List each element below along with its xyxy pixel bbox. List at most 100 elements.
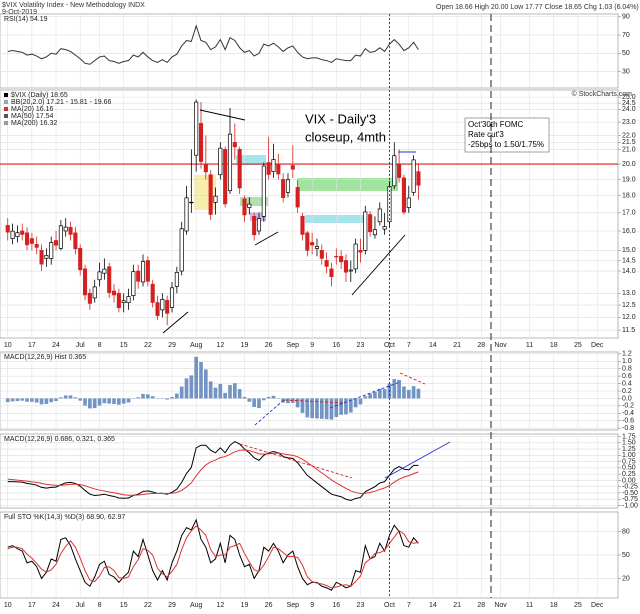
histogram-bar	[73, 397, 78, 399]
x-tick-label: 19	[241, 342, 249, 349]
legend-swatch	[4, 107, 8, 111]
histogram-bar	[377, 388, 382, 399]
histogram-bar	[170, 396, 174, 399]
y-tick-label: 23.0	[622, 119, 636, 126]
candle-body	[102, 268, 107, 274]
candle-body	[310, 242, 315, 246]
candle-body	[295, 187, 300, 208]
y-tick-label: 12.5	[622, 302, 636, 309]
trend-line	[351, 234, 406, 296]
candle-body	[10, 230, 15, 239]
x-tick-label: 17	[28, 602, 36, 609]
x-tick-label: Oct	[384, 602, 395, 609]
x-tick-label: 7	[407, 342, 411, 349]
y-tick-label: 1.2	[622, 351, 632, 358]
panel-frame	[0, 433, 619, 509]
candle-body	[208, 174, 213, 215]
y-tick-label: -1.00	[622, 502, 638, 509]
candle-body	[29, 238, 34, 244]
candle-body	[358, 250, 363, 253]
y-tick-label: 13.0	[622, 290, 636, 297]
candle-body	[160, 299, 165, 311]
gap-box	[298, 178, 398, 191]
y-tick-label: 14.5	[622, 257, 636, 264]
y-tick-label: -0.4	[622, 410, 634, 417]
histogram-bar	[136, 397, 141, 399]
y-tick-label: -0.2	[622, 403, 634, 410]
candle-body	[20, 230, 25, 235]
candle-body	[252, 216, 257, 236]
histogram-bar	[59, 397, 63, 399]
candle-body	[256, 218, 262, 232]
trend-line	[254, 398, 286, 426]
y-tick-label: 0.25	[622, 471, 636, 478]
histogram-bar	[271, 395, 276, 399]
histogram-bar	[242, 396, 247, 399]
histogram-bar	[112, 398, 116, 404]
trend-line	[239, 443, 353, 479]
y-tick-label: -0.50	[622, 490, 638, 497]
candle-body	[339, 256, 344, 263]
x-tick-label: 21	[453, 602, 461, 609]
histogram-bar	[232, 383, 237, 399]
histogram-bar	[295, 398, 300, 408]
y-tick-label: 50	[622, 50, 630, 57]
candle-body	[314, 246, 320, 249]
histogram-bar	[49, 398, 54, 403]
y-tick-label: 1.25	[622, 446, 636, 453]
x-tick-label: 15	[120, 602, 128, 609]
candle-body	[266, 162, 271, 175]
x-tick-label: 24	[52, 342, 60, 349]
candle-body	[63, 226, 68, 232]
x-tick-label: 18	[550, 342, 558, 349]
histogram-bar	[363, 396, 368, 399]
candle-body	[218, 147, 223, 176]
candle-body	[276, 163, 281, 175]
x-tick-label: Aug	[190, 342, 203, 349]
histogram-bar	[54, 398, 58, 402]
annotation: Oct'30th FOMC	[468, 120, 524, 129]
candle-body	[247, 203, 252, 208]
candle-body	[300, 216, 305, 235]
watermark: © StockCharts.com	[572, 90, 633, 98]
histogram-bar	[10, 398, 15, 402]
y-tick-label: 1.0	[622, 358, 632, 365]
gap-box	[236, 155, 266, 165]
candle-body	[281, 179, 286, 199]
y-tick-label: 24.0	[622, 106, 636, 113]
histogram-bar	[146, 394, 150, 399]
candle-body	[377, 208, 382, 223]
histogram-bar	[358, 398, 363, 405]
x-tick-label: 28	[477, 602, 485, 609]
x-tick-label: 8	[98, 342, 102, 349]
y-tick-label: 11.5	[622, 327, 635, 334]
candle-body	[58, 225, 63, 249]
legend-entry: $VIX (Daily) 18.65	[11, 92, 68, 99]
histogram-bar	[30, 398, 34, 402]
histogram-bar	[228, 385, 232, 399]
y-tick-label: 21.0	[622, 146, 636, 153]
candle-body	[155, 302, 160, 316]
candle-body	[372, 229, 377, 236]
x-tick-label: 10	[4, 342, 12, 349]
x-tick-label: 12	[216, 602, 224, 609]
y-tick-label: 90	[622, 14, 630, 21]
y-tick-label: 15.0	[622, 247, 636, 254]
histogram-bar	[150, 396, 155, 399]
histogram-bar	[416, 388, 421, 399]
candle-body	[121, 300, 126, 304]
legend-entry: BB(20,2.0) 17.21 - 15.81 - 19.66	[11, 99, 112, 106]
x-tick-label: 22	[144, 342, 152, 349]
header-date: 9-Oct-2019	[2, 9, 37, 16]
candle-body	[411, 159, 416, 193]
candle-body	[97, 271, 102, 281]
candle-body	[203, 163, 208, 173]
y-tick-label: -0.8	[622, 425, 634, 432]
x-tick-label: Sep	[287, 602, 300, 609]
histogram-bar	[305, 398, 310, 418]
y-tick-label: 0.6	[622, 373, 632, 380]
candle-body	[242, 198, 247, 216]
panel-title: Full STO %K(14,3) %D(3) 68.90, 62.97	[4, 514, 125, 521]
x-tick-label: 26	[265, 342, 273, 349]
y-tick-label: 19.0	[622, 176, 636, 183]
